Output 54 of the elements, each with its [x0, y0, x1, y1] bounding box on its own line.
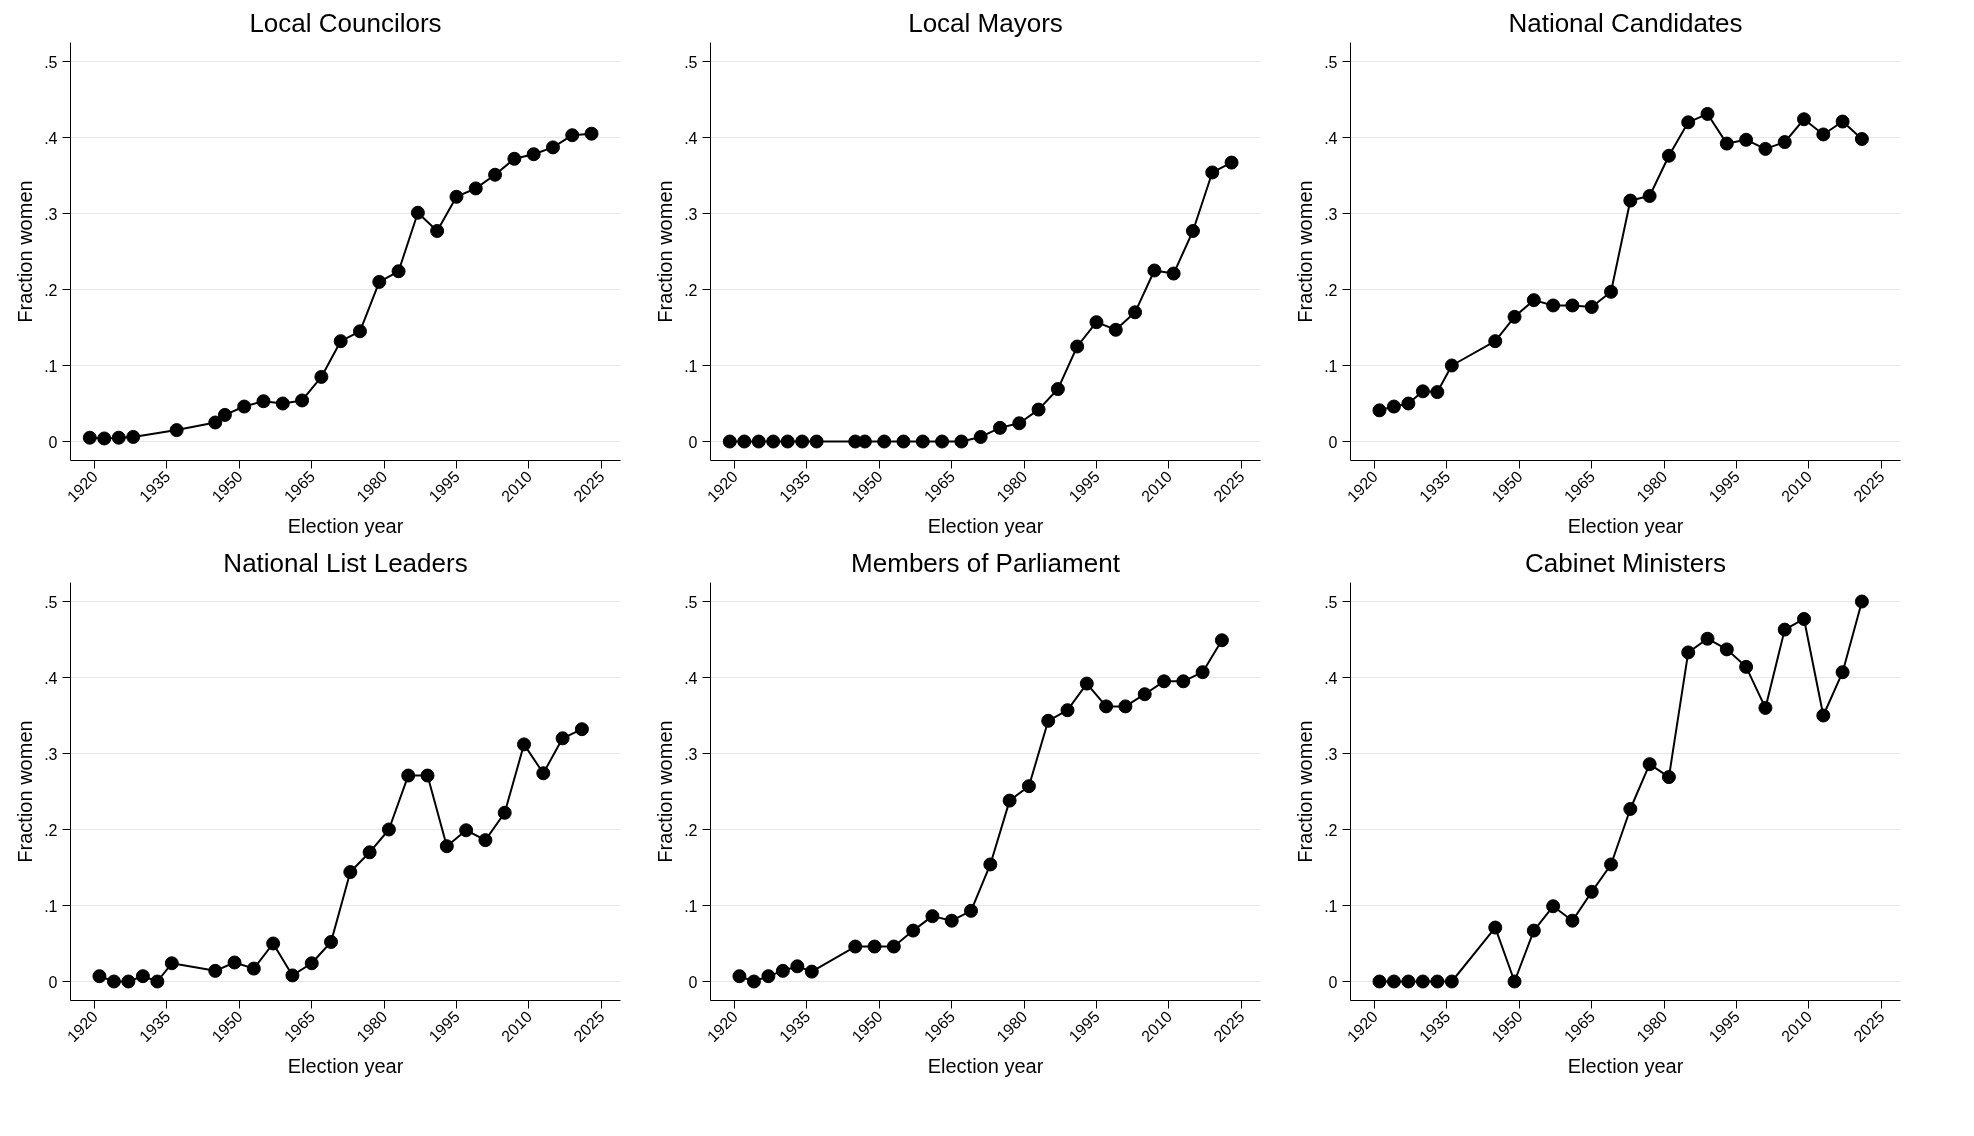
y-tick-label: .4 [44, 669, 58, 687]
x-axis-title: Election year [1567, 1055, 1684, 1078]
y-tick-label: .4 [684, 129, 698, 147]
y-tick-label: .2 [44, 821, 58, 839]
y-tick-label: .1 [44, 357, 58, 375]
y-tick-label: 0 [688, 433, 698, 451]
x-axis-title: Election year [287, 515, 404, 538]
y-tick-label: .4 [1324, 129, 1338, 147]
chart-title: National List Leaders [223, 547, 468, 578]
y-tick-label: .4 [44, 129, 58, 147]
y-axis-title: Fraction women [654, 180, 677, 323]
y-tick-label: .5 [684, 53, 698, 71]
y-axis-title: Fraction women [1294, 720, 1317, 863]
chart-title: Local Councilors [249, 7, 442, 38]
y-tick-label: .5 [1324, 53, 1338, 71]
y-tick-label: .3 [684, 205, 698, 223]
x-axis-title: Election year [1567, 515, 1684, 538]
y-tick-label: .5 [1324, 593, 1338, 611]
y-tick-label: .3 [1324, 205, 1338, 223]
y-axis-title: Fraction women [654, 720, 677, 863]
y-axis-title: Fraction women [14, 180, 37, 323]
y-tick-label: .1 [684, 897, 698, 915]
y-tick-label: .2 [44, 281, 58, 299]
y-tick-label: 0 [688, 973, 698, 991]
y-tick-label: .1 [1324, 897, 1338, 915]
y-tick-label: .1 [44, 897, 58, 915]
y-tick-label: .3 [1324, 745, 1338, 763]
y-tick-label: .1 [1324, 357, 1338, 375]
y-tick-label: 0 [1328, 433, 1338, 451]
y-tick-label: .3 [44, 745, 58, 763]
y-tick-label: 0 [48, 973, 58, 991]
chart-title: National Candidates [1508, 7, 1743, 38]
y-tick-label: .5 [44, 593, 58, 611]
chart-title: Members of Parliament [851, 547, 1121, 578]
y-tick-label: .2 [684, 281, 698, 299]
chart-title: Cabinet Ministers [1525, 547, 1726, 578]
y-tick-label: 0 [1328, 973, 1338, 991]
y-tick-label: .3 [684, 745, 698, 763]
y-tick-label: .2 [1324, 281, 1338, 299]
y-tick-label: .5 [44, 53, 58, 71]
y-tick-label: .3 [44, 205, 58, 223]
x-axis-title: Election year [927, 1055, 1044, 1078]
y-axis-title: Fraction women [1294, 180, 1317, 323]
y-tick-label: .1 [684, 357, 698, 375]
x-axis-title: Election year [927, 515, 1044, 538]
x-axis-title: Election year [287, 1055, 404, 1078]
y-tick-label: 0 [48, 433, 58, 451]
y-tick-label: .4 [684, 669, 698, 687]
y-tick-label: .2 [684, 821, 698, 839]
chart-title: Local Mayors [908, 7, 1063, 38]
y-axis-title: Fraction women [14, 720, 37, 863]
y-tick-label: .2 [1324, 821, 1338, 839]
y-tick-label: .5 [684, 593, 698, 611]
y-tick-label: .4 [1324, 669, 1338, 687]
